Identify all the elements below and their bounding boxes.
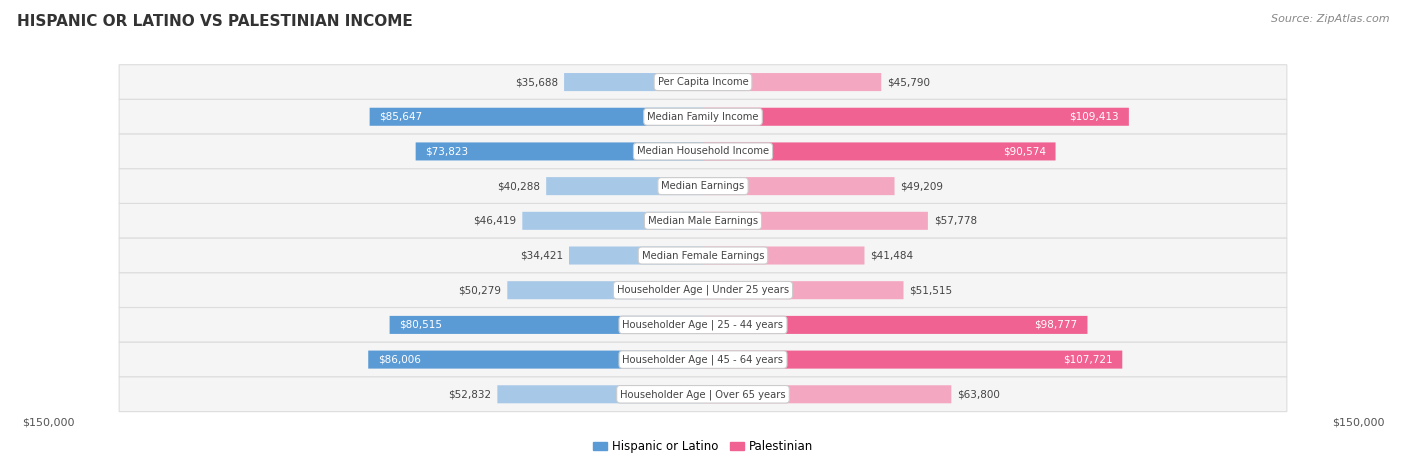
Text: $34,421: $34,421 bbox=[520, 250, 564, 261]
FancyBboxPatch shape bbox=[703, 73, 882, 91]
FancyBboxPatch shape bbox=[703, 351, 1122, 368]
FancyBboxPatch shape bbox=[498, 385, 703, 403]
FancyBboxPatch shape bbox=[703, 177, 894, 195]
Text: Median Male Earnings: Median Male Earnings bbox=[648, 216, 758, 226]
Text: $35,688: $35,688 bbox=[515, 77, 558, 87]
Text: $73,823: $73,823 bbox=[426, 147, 468, 156]
Text: Source: ZipAtlas.com: Source: ZipAtlas.com bbox=[1271, 14, 1389, 24]
FancyBboxPatch shape bbox=[389, 316, 703, 334]
Text: Householder Age | Under 25 years: Householder Age | Under 25 years bbox=[617, 285, 789, 296]
FancyBboxPatch shape bbox=[703, 108, 1129, 126]
FancyBboxPatch shape bbox=[120, 99, 1286, 134]
Text: $109,413: $109,413 bbox=[1070, 112, 1119, 122]
Text: $46,419: $46,419 bbox=[474, 216, 516, 226]
FancyBboxPatch shape bbox=[508, 281, 703, 299]
FancyBboxPatch shape bbox=[120, 342, 1286, 377]
FancyBboxPatch shape bbox=[120, 238, 1286, 273]
Text: $86,006: $86,006 bbox=[378, 354, 420, 365]
FancyBboxPatch shape bbox=[703, 142, 1056, 161]
Text: $63,800: $63,800 bbox=[957, 389, 1000, 399]
Text: $150,000: $150,000 bbox=[22, 418, 75, 428]
FancyBboxPatch shape bbox=[120, 308, 1286, 342]
Text: $57,778: $57,778 bbox=[934, 216, 977, 226]
Legend: Hispanic or Latino, Palestinian: Hispanic or Latino, Palestinian bbox=[588, 436, 818, 458]
FancyBboxPatch shape bbox=[703, 281, 904, 299]
FancyBboxPatch shape bbox=[703, 247, 865, 264]
Text: Median Female Earnings: Median Female Earnings bbox=[641, 250, 765, 261]
FancyBboxPatch shape bbox=[703, 212, 928, 230]
Text: Median Earnings: Median Earnings bbox=[661, 181, 745, 191]
Text: $45,790: $45,790 bbox=[887, 77, 929, 87]
Text: Householder Age | 25 - 44 years: Householder Age | 25 - 44 years bbox=[623, 319, 783, 330]
Text: $150,000: $150,000 bbox=[1331, 418, 1384, 428]
Text: $98,777: $98,777 bbox=[1035, 320, 1078, 330]
FancyBboxPatch shape bbox=[120, 169, 1286, 204]
Text: Householder Age | 45 - 64 years: Householder Age | 45 - 64 years bbox=[623, 354, 783, 365]
FancyBboxPatch shape bbox=[703, 385, 952, 403]
Text: $49,209: $49,209 bbox=[900, 181, 943, 191]
FancyBboxPatch shape bbox=[522, 212, 703, 230]
FancyBboxPatch shape bbox=[564, 73, 703, 91]
FancyBboxPatch shape bbox=[368, 351, 703, 368]
Text: Householder Age | Over 65 years: Householder Age | Over 65 years bbox=[620, 389, 786, 400]
Text: $107,721: $107,721 bbox=[1063, 354, 1112, 365]
Text: $85,647: $85,647 bbox=[380, 112, 422, 122]
Text: $41,484: $41,484 bbox=[870, 250, 914, 261]
FancyBboxPatch shape bbox=[120, 65, 1286, 99]
Text: Median Household Income: Median Household Income bbox=[637, 147, 769, 156]
Text: $52,832: $52,832 bbox=[449, 389, 492, 399]
Text: Median Family Income: Median Family Income bbox=[647, 112, 759, 122]
Text: $90,574: $90,574 bbox=[1002, 147, 1046, 156]
Text: $40,288: $40,288 bbox=[498, 181, 540, 191]
Text: $51,515: $51,515 bbox=[910, 285, 952, 295]
FancyBboxPatch shape bbox=[569, 247, 703, 264]
FancyBboxPatch shape bbox=[370, 108, 703, 126]
FancyBboxPatch shape bbox=[120, 134, 1286, 169]
FancyBboxPatch shape bbox=[120, 204, 1286, 238]
Text: HISPANIC OR LATINO VS PALESTINIAN INCOME: HISPANIC OR LATINO VS PALESTINIAN INCOME bbox=[17, 14, 412, 29]
Text: $80,515: $80,515 bbox=[399, 320, 443, 330]
Text: $50,279: $50,279 bbox=[458, 285, 502, 295]
FancyBboxPatch shape bbox=[120, 273, 1286, 308]
FancyBboxPatch shape bbox=[703, 316, 1087, 334]
FancyBboxPatch shape bbox=[120, 377, 1286, 411]
FancyBboxPatch shape bbox=[546, 177, 703, 195]
FancyBboxPatch shape bbox=[416, 142, 703, 161]
Text: Per Capita Income: Per Capita Income bbox=[658, 77, 748, 87]
